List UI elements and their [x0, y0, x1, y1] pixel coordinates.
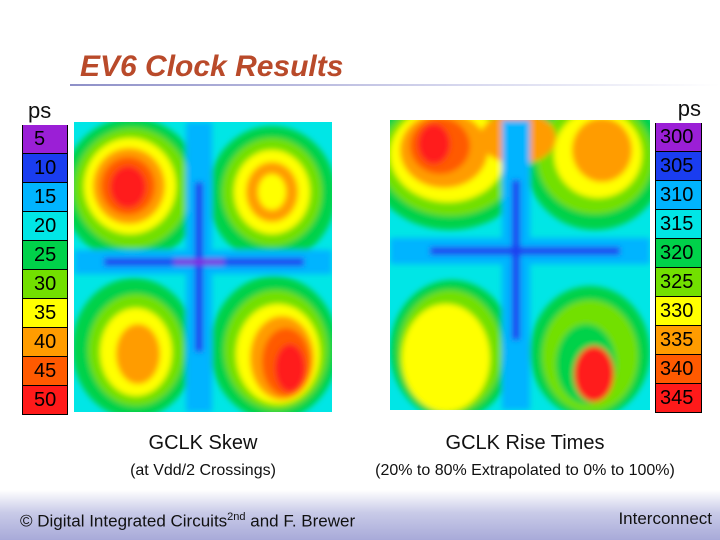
rise-contour-ur-335 — [572, 120, 632, 182]
footer-topic: Interconnect — [618, 509, 712, 528]
rise-legend-swatch-340: 340 — [655, 355, 702, 384]
skew-map — [74, 122, 332, 412]
skew-legend-unit: ps — [28, 98, 52, 123]
title-underline — [70, 84, 720, 86]
skew-contour-ul-50 — [110, 166, 146, 208]
skew-spine-vertical-10 — [195, 182, 203, 352]
skew-legend-swatch-50: 50 — [22, 386, 68, 415]
skew-legend-swatch-30: 30 — [22, 270, 68, 299]
skew-legend-swatch-45: 45 — [22, 357, 68, 386]
skew-spine-center-5 — [174, 260, 224, 264]
rise-spine-horizontal-305 — [430, 247, 620, 255]
rise-contour-lr-345 — [574, 346, 614, 402]
rise-legend-swatch-330: 330 — [655, 297, 702, 326]
skew-legend-swatch-35: 35 — [22, 299, 68, 328]
skew-contour-ll-40 — [116, 324, 160, 384]
rise-legend-swatch-300: 300 — [655, 123, 702, 152]
skew-legend-swatch-25: 25 — [22, 241, 68, 270]
skew-contour-lr-50 — [275, 344, 305, 392]
rise-legend-swatch-325: 325 — [655, 268, 702, 297]
skew-legend-swatch-15: 15 — [22, 183, 68, 212]
footer-credit: © Digital Integrated Circuits2nd and F. … — [20, 511, 355, 532]
skew-legend-swatch-40: 40 — [22, 328, 68, 357]
rise-legend-swatch-310: 310 — [655, 181, 702, 210]
rise-legend-swatch-315: 315 — [655, 210, 702, 239]
skew-legend-swatch-10: 10 — [22, 154, 68, 183]
skew-caption-title: GCLK Skew — [148, 432, 258, 454]
skew-contour-ur-35b — [258, 174, 286, 210]
footer-credit-main: © Digital Integrated Circuits — [20, 511, 228, 531]
rise-map-svg — [390, 120, 650, 410]
rise-map — [390, 120, 650, 410]
rise-legend-swatch-305: 305 — [655, 152, 702, 181]
footer-credit-tail: and F. Brewer — [245, 511, 356, 531]
skew-legend-swatch-20: 20 — [22, 212, 68, 241]
rise-contour-ll-330 — [402, 304, 490, 410]
rise-caption-title: GCLK Rise Times — [445, 432, 605, 454]
footer-band — [0, 490, 720, 540]
skew-legend: ps 5 10 15 20 25 30 35 40 45 50 — [22, 97, 68, 415]
rise-legend-swatch-345: 345 — [655, 384, 702, 413]
rise-caption-subtitle: (20% to 80% Extrapolated to 0% to 100%) — [375, 462, 675, 479]
rise-legend: ps 300 305 310 315 320 325 330 335 340 345 — [655, 95, 702, 413]
rise-contour-ul-345 — [418, 124, 450, 164]
footer-credit-edition: 2nd — [227, 511, 246, 523]
rise-spine-vertical-305 — [512, 180, 520, 340]
skew-map-svg — [74, 122, 332, 412]
slide-title: EV6 Clock Results — [80, 50, 344, 83]
rise-legend-swatch-320: 320 — [655, 239, 702, 268]
rise-legend-swatch-335: 335 — [655, 326, 702, 355]
skew-legend-swatch-5: 5 — [22, 125, 68, 154]
rise-legend-unit: ps — [677, 96, 701, 121]
skew-caption-subtitle: (at Vdd/2 Crossings) — [130, 462, 276, 479]
